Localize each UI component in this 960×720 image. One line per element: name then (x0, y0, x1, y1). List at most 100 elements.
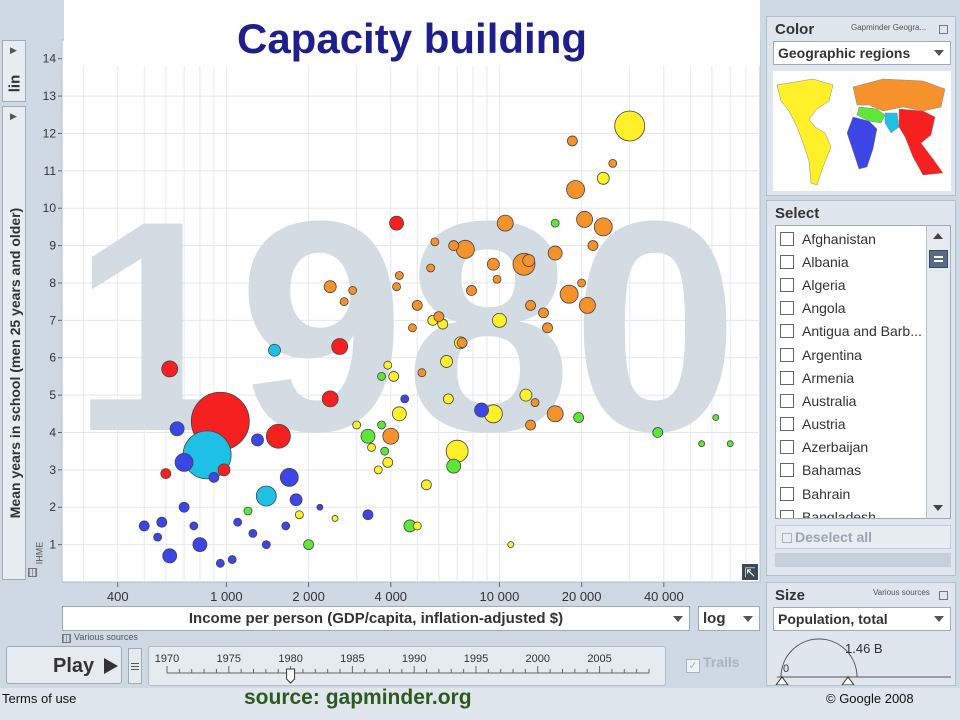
bubble (153, 532, 163, 542)
scroll-up-icon[interactable] (933, 233, 943, 239)
bubble (442, 393, 454, 405)
timeline-thumb[interactable] (286, 668, 296, 684)
bubble (712, 414, 720, 421)
country-item[interactable]: Austria (776, 413, 926, 436)
bubble (566, 135, 578, 147)
size-panel: Size Various sources Population, total 0… (766, 582, 956, 686)
bubble (593, 217, 613, 237)
bubble (538, 307, 549, 319)
bubble (161, 360, 179, 378)
y-tick-label: 7 (49, 313, 56, 327)
color-dropdown-value: Geographic regions (778, 45, 911, 61)
map-region-south-asia[interactable] (884, 112, 900, 134)
country-item[interactable]: Bangladesh (776, 505, 926, 518)
bubble (178, 501, 190, 513)
trails-label: Trails (703, 654, 740, 670)
y-tick-label: 13 (43, 89, 57, 103)
country-item[interactable]: Armenia (776, 366, 926, 389)
bubble (412, 521, 422, 531)
y-scale-button[interactable]: ▶ lin (2, 40, 26, 102)
y-tick-label: 10 (43, 201, 57, 215)
bubble (243, 506, 253, 516)
bubble (138, 520, 150, 532)
bubble (587, 240, 599, 251)
y-tick-label: 9 (49, 239, 56, 253)
x-indicator-dropdown[interactable]: Income per person (GDP/capita, inflation… (62, 606, 690, 631)
bubble (174, 452, 194, 472)
country-checkbox[interactable] (780, 370, 794, 385)
size-max-handle-icon[interactable] (841, 676, 855, 685)
x-tick-label: 400 (107, 589, 129, 604)
bubble (261, 540, 271, 550)
country-item[interactable]: Bahrain (776, 482, 926, 505)
country-item[interactable]: Azerbaijan (776, 436, 926, 459)
country-checkbox[interactable] (780, 347, 794, 362)
bubble (380, 446, 390, 456)
country-checkbox[interactable] (780, 417, 794, 432)
scroll-thumb[interactable] (929, 250, 948, 268)
bubble (430, 237, 440, 247)
map-region-middle-east[interactable] (856, 106, 886, 124)
map-region-east-asia[interactable] (898, 108, 944, 176)
country-checkbox[interactable] (780, 254, 794, 269)
bubble (348, 286, 358, 295)
bubble (559, 284, 579, 304)
timeline-year-label: 2000 (526, 653, 550, 665)
bubbles (138, 110, 734, 568)
x-scale-dropdown[interactable]: log (698, 606, 760, 631)
country-label: Afghanistan (802, 230, 876, 247)
country-checkbox[interactable] (780, 277, 794, 292)
color-dropdown[interactable]: Geographic regions (773, 41, 951, 65)
country-item[interactable]: Antigua and Barb... (776, 320, 926, 343)
country-item[interactable]: Argentina (776, 343, 926, 366)
world-map[interactable] (773, 71, 951, 191)
play-button[interactable]: Play (6, 646, 122, 684)
country-item[interactable]: Australia (776, 389, 926, 412)
size-dropdown[interactable]: Population, total (773, 607, 951, 631)
country-item[interactable]: Bahamas (776, 459, 926, 482)
y-tick-label: 3 (49, 463, 56, 477)
y-indicator-dropdown[interactable]: ▶ Mean years in school (men 25 years and… (2, 106, 26, 580)
country-checkbox[interactable] (780, 486, 794, 501)
trails-toggle[interactable]: ✓ Trails (686, 654, 756, 676)
bubble (596, 171, 610, 185)
country-label: Austria (802, 416, 846, 433)
country-checkbox[interactable] (780, 324, 794, 339)
scroll-down-icon[interactable] (933, 505, 943, 511)
bubble (608, 158, 618, 168)
trails-checkbox[interactable]: ✓ (686, 659, 700, 673)
country-checkbox[interactable] (780, 301, 794, 316)
x-tick-label: 20 000 (562, 589, 602, 604)
scrollbar[interactable] (926, 226, 950, 518)
y-tick-label: 5 (49, 388, 56, 402)
country-list[interactable]: Afghanistan Albania Algeria Angola Antigua a… (775, 225, 951, 519)
country-checkbox[interactable] (780, 231, 794, 246)
country-label: Bahrain (802, 485, 851, 502)
country-item[interactable]: Angola (776, 297, 926, 320)
chevron-down-icon (743, 616, 753, 622)
deselect-all-button[interactable]: Deselect all (775, 525, 951, 549)
country-checkbox[interactable] (780, 509, 794, 518)
y-tick-label: 1 (49, 538, 56, 552)
map-region-americas[interactable] (776, 78, 834, 186)
timeline-handle-icon[interactable] (128, 648, 142, 684)
size-dropdown-value: Population, total (778, 611, 888, 627)
expand-arrow-glyph: ⇱ (745, 565, 756, 580)
timeline-year-label: 1990 (402, 653, 426, 665)
timeline-year-label: 1975 (217, 653, 241, 665)
country-item[interactable]: Albania (776, 250, 926, 273)
timeline-slider[interactable]: 1970 1975 1980 1985 1990 1995 2000 2005 (148, 646, 666, 686)
map-region-africa[interactable] (846, 116, 878, 170)
select-panel-title: Select (775, 205, 820, 222)
size-min-handle-icon[interactable] (775, 676, 789, 685)
country-checkbox[interactable] (780, 440, 794, 455)
bubble (391, 406, 407, 422)
terms-link[interactable]: Terms of use (2, 691, 77, 706)
country-label: Algeria (802, 276, 846, 293)
expand-icon[interactable] (742, 564, 758, 580)
country-item[interactable]: Afghanistan (776, 227, 926, 250)
country-checkbox[interactable] (780, 463, 794, 478)
country-checkbox[interactable] (780, 393, 794, 408)
country-item[interactable]: Algeria (776, 273, 926, 296)
bubble (316, 503, 324, 511)
